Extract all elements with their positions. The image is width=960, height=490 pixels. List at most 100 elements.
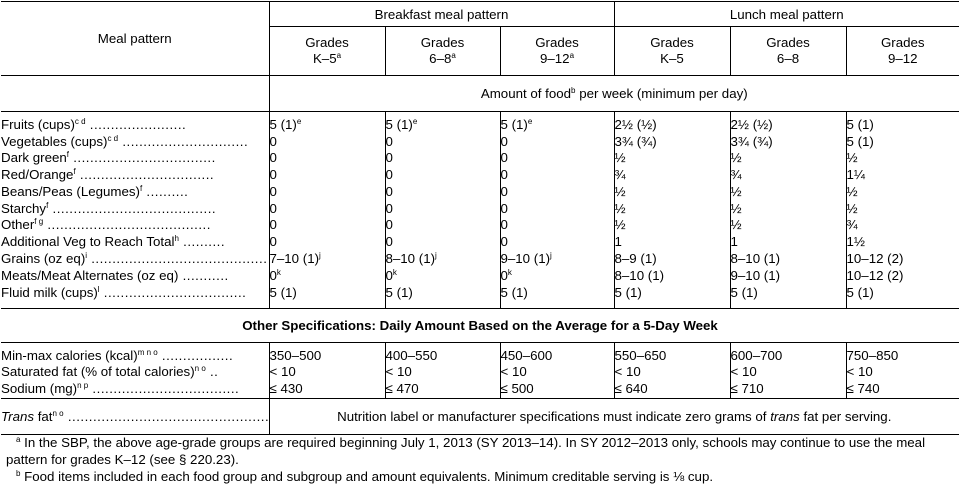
food-group-rows: Fruits (cups)c d .......................… [1, 111, 960, 302]
spec-row-value: < 10 [384, 364, 500, 382]
food-row: Dark greenf ............................… [1, 150, 960, 168]
food-row-value: ¾ [613, 167, 731, 184]
food-row-value: 5 (1)e [384, 111, 500, 134]
food-row-value: 0k [384, 267, 500, 285]
food-row-value: 0 [268, 183, 385, 201]
food-row-value: 0 [499, 167, 615, 184]
food-row-value: ½ [845, 200, 960, 218]
footnote-a: a In the SBP, the above age-grade groups… [6, 435, 926, 467]
food-row-value: 0 [268, 167, 385, 184]
food-row-label: Fluid milk (cups)l .....................… [1, 284, 247, 300]
food-row-value: 0 [384, 217, 500, 235]
food-row-value: 0 [268, 217, 385, 235]
food-row-value: 9–10 (1) [729, 267, 847, 285]
spec-row-value: ≤ 640 [613, 381, 731, 399]
food-row: Additional Veg to Reach Totalh .........… [1, 234, 960, 252]
food-row: Meats/Meat Alternates (oz eq) ..........… [1, 267, 960, 285]
spec-row-value: ≤ 710 [729, 381, 847, 399]
spec-row-value: < 10 [268, 364, 385, 382]
other-specifications-title: Other Specifications: Daily Amount Based… [1, 308, 960, 343]
food-row-label: Vegetables (cups)c d ...................… [1, 133, 249, 149]
food-row-value: 8–10 (1) [729, 251, 847, 268]
food-row-value: ½ [845, 183, 960, 201]
food-row-label: Red/Orangef ............................… [1, 167, 215, 183]
food-row-value: 0 [384, 234, 500, 252]
spec-row-label: Min-max calories (kcal)m n o ...........… [1, 347, 234, 363]
food-row-value: 0 [499, 217, 615, 235]
food-row-value: ¾ [729, 167, 847, 184]
food-row-value: ½ [613, 150, 731, 168]
meal-pattern-header-label: Meal pattern [97, 31, 172, 46]
food-row-value: 0 [499, 133, 615, 151]
spec-row-value: ≤ 740 [845, 381, 960, 399]
food-row-value: 1 [729, 234, 847, 252]
food-row-value: ½ [613, 200, 731, 218]
food-row-value: 10–12 (2) [845, 251, 960, 268]
food-row-label: Fruits (cups)c d ....................... [1, 117, 187, 132]
food-row-value: 2½ (½) [613, 111, 731, 134]
food-row-value: 5 (1) [729, 284, 847, 302]
food-row-value: 0 [268, 234, 385, 252]
spec-row: Min-max calories (kcal)m n o ...........… [1, 342, 960, 365]
food-row: Starchyf ...............................… [1, 200, 960, 218]
food-row-value: 0 [384, 150, 500, 168]
amount-blank-cell [1, 75, 269, 112]
spec-row-value: 350–500 [268, 342, 385, 365]
lunch-header-label: Lunch meal pattern [729, 6, 844, 22]
grade-header-lunch-9-12: Grades 9–12 [845, 26, 960, 76]
food-row-value: 1 [613, 234, 731, 252]
food-row-value: 9–10 (1)j [499, 251, 615, 268]
food-row-label: Starchyf ...............................… [1, 200, 217, 216]
food-row-value: 5 (1)e [268, 111, 385, 134]
trans-fat-requirement: Nutrition label or manufacturer specific… [268, 397, 960, 435]
food-row-value: ½ [729, 217, 847, 235]
food-row-value: 5 (1)e [499, 111, 615, 134]
amount-of-food-header: Amount of foodb per week (minimum per da… [268, 75, 960, 112]
food-row-value: 5 (1) [845, 133, 960, 151]
food-row-value: 3¾ (¾) [613, 133, 731, 151]
food-row-value: 1¼ [845, 167, 960, 184]
food-row-value: 0 [499, 200, 615, 218]
food-row: Fruits (cups)c d .......................… [1, 111, 960, 134]
spec-row-value: < 10 [845, 364, 960, 382]
food-row: Otherf g ...............................… [1, 217, 960, 235]
food-row-value: 0 [384, 167, 500, 184]
spec-row-value: ≤ 470 [384, 381, 500, 399]
food-row-value: ½ [729, 183, 847, 201]
spec-row-label: Saturated fat (% of total calories)n o .… [1, 364, 219, 380]
food-row-value: 0 [384, 200, 500, 218]
food-row-value: 8–9 (1) [613, 251, 731, 268]
spec-row-value: ≤ 430 [268, 381, 385, 399]
food-row-value: ½ [613, 217, 731, 235]
food-row-value: 7–10 (1)j [268, 251, 385, 268]
food-row-value: 0 [268, 150, 385, 168]
spec-row-value: ≤ 500 [499, 381, 615, 399]
grade-header-breakfast-9-12: Grades 9–12a [499, 26, 615, 76]
lunch-header: Lunch meal pattern [613, 1, 960, 27]
meal-pattern-header: Meal pattern [1, 1, 269, 76]
grade-header-breakfast-k5: Grades K–5a [268, 26, 385, 76]
food-row-value: ½ [613, 183, 731, 201]
food-row-value: 5 (1) [268, 284, 385, 302]
food-row-label: Meats/Meat Alternates (oz eq) ..........… [1, 267, 229, 283]
food-row-label: Otherf g ...............................… [1, 217, 211, 233]
spec-row-value: 550–650 [613, 342, 731, 365]
spec-row-label: Sodium (mg)n p .........................… [1, 381, 240, 397]
food-row-value: 0k [499, 267, 615, 285]
spec-row-value: < 10 [613, 364, 731, 382]
footnotes: a In the SBP, the above age-grade groups… [6, 434, 956, 485]
food-row-value: 0 [268, 133, 385, 151]
food-row-value: 5 (1) [845, 284, 960, 302]
food-row-value: 3¾ (¾) [729, 133, 847, 151]
food-row-value: 10–12 (2) [845, 267, 960, 285]
food-row: Grains (oz eq)i ........................… [1, 251, 960, 268]
spec-row: Sodium (mg)n p .........................… [1, 381, 960, 399]
breakfast-header-label: Breakfast meal pattern [374, 6, 509, 22]
grade-header-lunch-k5: Grades K–5 [613, 26, 731, 76]
grade-header-breakfast-6-8: Grades 6–8a [384, 26, 500, 76]
food-row-value: 0k [268, 267, 385, 285]
breakfast-header: Breakfast meal pattern [268, 1, 615, 27]
food-row-value: 0 [499, 150, 615, 168]
meal-pattern-table: Meal pattern Breakfast meal pattern Lunc… [1, 1, 960, 436]
